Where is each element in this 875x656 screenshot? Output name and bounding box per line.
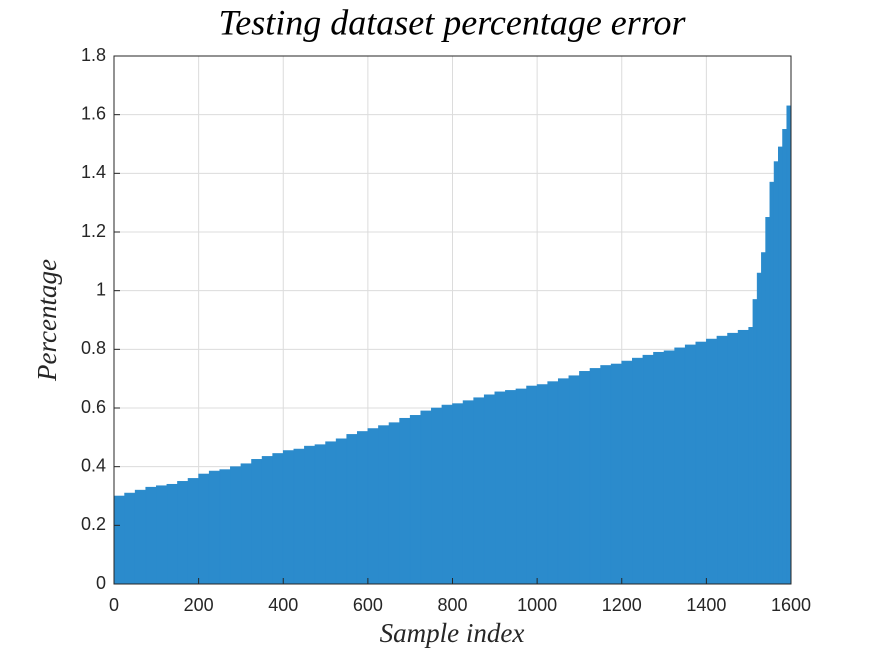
bar (388, 422, 400, 585)
y-tick-label: 1.2 (81, 221, 106, 241)
bar (134, 489, 147, 585)
bar (399, 417, 411, 585)
x-tick-label: 1200 (602, 595, 642, 615)
bar (773, 161, 779, 585)
x-tick-label: 1000 (517, 595, 557, 615)
bar (579, 371, 591, 585)
bar (761, 252, 766, 585)
bar (748, 327, 754, 585)
bar (778, 146, 783, 585)
bar (494, 391, 506, 585)
bar (663, 350, 675, 585)
bar (346, 434, 358, 585)
bar (304, 445, 316, 585)
bar (752, 299, 758, 585)
bar (452, 403, 464, 585)
bar (378, 425, 390, 585)
bar (600, 365, 612, 585)
bar (557, 378, 570, 585)
bar (367, 428, 379, 585)
bar (145, 486, 157, 585)
bar (782, 129, 788, 585)
bar (166, 483, 178, 585)
bar (462, 400, 474, 585)
bar (335, 438, 348, 585)
y-axis-label: Percentage (32, 259, 62, 382)
bar (589, 368, 601, 585)
x-tick-label: 400 (268, 595, 298, 615)
bar (208, 470, 221, 585)
bar (219, 469, 231, 585)
bar (526, 385, 538, 585)
bar (737, 329, 749, 585)
y-tick-label: 0.8 (81, 338, 106, 358)
bar (483, 394, 496, 585)
y-tick-label: 0.4 (81, 455, 106, 475)
bar (314, 444, 326, 585)
bar (769, 181, 775, 585)
bar (568, 375, 580, 585)
bar (610, 363, 623, 585)
bar (695, 341, 707, 585)
x-tick-label: 1600 (771, 595, 811, 615)
bar (473, 397, 485, 585)
bar (706, 338, 718, 585)
bar (786, 105, 792, 585)
x-axis-label: Sample index (380, 618, 525, 648)
bar (505, 390, 517, 585)
bar (420, 410, 432, 585)
bar (230, 466, 242, 585)
bar (642, 354, 654, 585)
bar (547, 381, 559, 585)
bar (251, 459, 263, 585)
bar (156, 485, 168, 585)
y-tick-label: 1.6 (81, 103, 106, 123)
bar (177, 481, 189, 585)
bar (765, 217, 771, 585)
x-tick-label: 0 (109, 595, 119, 615)
bar (187, 478, 199, 585)
x-tick-label: 800 (437, 595, 467, 615)
bar (409, 415, 422, 585)
chart-title: Testing dataset percentage error (219, 2, 687, 42)
bar (198, 473, 210, 585)
bar (356, 431, 369, 585)
bar (293, 448, 305, 585)
x-tick-label: 200 (184, 595, 214, 615)
bar (716, 335, 728, 585)
bar (113, 495, 125, 585)
y-tick-label: 1 (96, 279, 106, 299)
bar (282, 450, 295, 585)
bar (240, 463, 252, 585)
bar (632, 357, 644, 585)
bar (431, 407, 443, 585)
y-tick-label: 1.4 (81, 162, 106, 182)
y-tick-label: 0.2 (81, 514, 106, 534)
bar (124, 492, 136, 585)
bar (536, 384, 549, 585)
y-tick-label: 0.6 (81, 397, 106, 417)
x-tick-label: 600 (353, 595, 383, 615)
bar (272, 453, 284, 585)
bar (756, 272, 762, 585)
x-tick-label: 1400 (686, 595, 726, 615)
bar (621, 360, 633, 585)
bar (441, 404, 453, 585)
bar (674, 347, 686, 585)
bar (727, 332, 739, 585)
bar (684, 344, 697, 585)
y-tick-label: 1.8 (81, 45, 106, 65)
bar (515, 388, 527, 585)
bar (261, 456, 273, 585)
bar (325, 441, 337, 585)
bar (653, 351, 665, 585)
y-tick-label: 0 (96, 573, 106, 593)
